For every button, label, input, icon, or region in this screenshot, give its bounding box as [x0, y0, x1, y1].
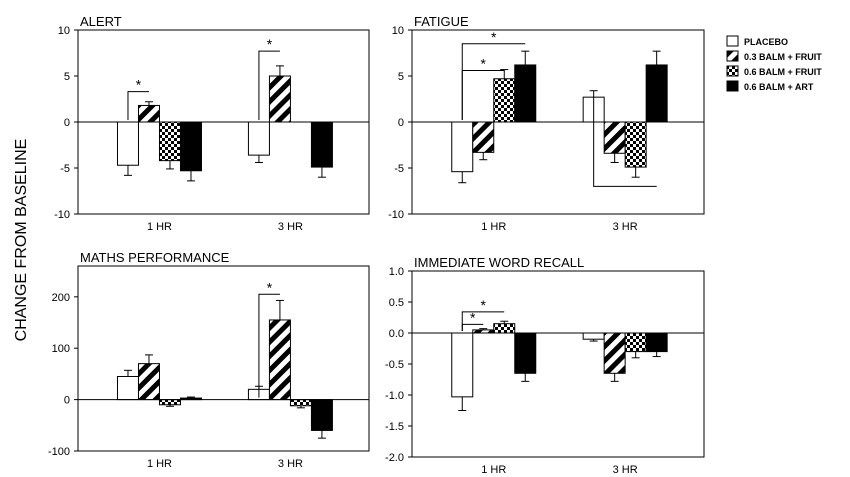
- y-axis-label: CHANGE FROM BASELINE: [13, 139, 30, 342]
- bar-1-1: [116, 121, 139, 166]
- bar-2-2: [268, 75, 291, 123]
- significance-star: *: [267, 36, 273, 52]
- x-tick-label: 1 HR: [147, 221, 172, 233]
- bar-4-2: [645, 332, 668, 353]
- legend-swatch-1: [726, 35, 739, 47]
- bar-3-1: [493, 323, 516, 334]
- y-tick-label: -0.5: [385, 359, 404, 371]
- significance-star: *: [470, 309, 476, 325]
- x-tick-label: 1 HR: [147, 458, 172, 470]
- significance-bracket: [461, 69, 505, 120]
- y-tick-label: -2.0: [385, 452, 404, 464]
- bar-2-1: [137, 104, 160, 123]
- x-tick-label: 1 HR: [481, 464, 506, 476]
- significance-bracket: [127, 91, 149, 120]
- panel-title: ALERT: [80, 14, 122, 29]
- y-tick-label: -5: [60, 163, 70, 175]
- y-tick-label: -1.0: [385, 390, 404, 402]
- legend-swatch-2: [726, 50, 739, 62]
- y-tick-label: -1.5: [385, 421, 404, 433]
- bar-3-1: [493, 78, 516, 123]
- y-tick-label: 200: [52, 292, 70, 304]
- bar-1-1: [451, 332, 474, 398]
- y-tick-label: 100: [52, 343, 70, 355]
- legend: PLACEBO 0.3 BALM + FRUIT 0.6 BALM + FRUIT 0…: [726, 35, 822, 92]
- y-tick-label: -10: [388, 209, 404, 221]
- significance-bracket: [258, 50, 280, 120]
- y-tick-label: 0: [64, 395, 70, 407]
- y-tick-label: -100: [48, 446, 70, 458]
- y-tick-label: -5: [394, 163, 404, 175]
- legend-swatch-4: [726, 80, 739, 92]
- x-tick-label: 3 HR: [278, 458, 303, 470]
- x-tick-label: 3 HR: [278, 221, 303, 233]
- x-tick-label: 3 HR: [613, 221, 638, 233]
- bar-4-1: [514, 64, 537, 123]
- y-tick-label: 5: [64, 71, 70, 83]
- y-tick-label: 0: [398, 117, 404, 129]
- y-tick-label: 0.5: [389, 297, 404, 309]
- legend-label-1: PLACEBO: [744, 37, 788, 47]
- legend-label-2: 0.3 BALM + FRUIT: [744, 52, 822, 62]
- bar-2-2: [603, 121, 626, 154]
- bar-3-2: [624, 332, 647, 353]
- y-tick-label: 10: [58, 25, 70, 37]
- y-tick-label: 1.0: [389, 266, 404, 278]
- bar-4-1: [179, 121, 202, 172]
- legend-label-4: 0.6 BALM + ART: [744, 82, 814, 92]
- chart-panel-4: IMMEDIATE WORD RECALL 1.0 0.5 0.0 -0.5 -1.0 -1…: [385, 255, 705, 476]
- bar-4-2: [310, 121, 333, 168]
- bar-3-1: [158, 121, 181, 162]
- bar-3-1: [158, 399, 181, 406]
- x-tick-label: 1 HR: [481, 221, 506, 233]
- bar-1-2: [582, 332, 605, 340]
- bar-4-1: [514, 332, 537, 374]
- y-tick-label: 0.0: [389, 328, 404, 340]
- significance-star: *: [491, 29, 497, 45]
- plot-frame: [77, 265, 370, 452]
- bar-1-1: [116, 375, 139, 401]
- significance-bracket: [593, 97, 657, 187]
- bar-4-2: [645, 64, 668, 123]
- y-tick-label: -10: [54, 209, 70, 221]
- legend-swatch-3: [726, 65, 739, 77]
- panel-title: MATHS PERFORMANCE: [80, 250, 230, 265]
- bar-3-2: [624, 121, 647, 168]
- y-tick-label: 10: [392, 25, 404, 37]
- panel-title: IMMEDIATE WORD RECALL: [414, 255, 584, 270]
- bar-2-1: [137, 363, 160, 401]
- x-tick-label: 3 HR: [613, 464, 638, 476]
- panel-title: FATIGUE: [414, 14, 469, 29]
- bar-2-1: [472, 121, 495, 153]
- bar-1-1: [451, 121, 474, 173]
- chart-panel-3: MATHS PERFORMANCE 200 100 0 -100 1 HR 3 HR *: [48, 250, 370, 470]
- bar-2-2: [603, 332, 626, 374]
- significance-star: *: [481, 297, 487, 313]
- y-tick-label: 0: [64, 117, 70, 129]
- legend-label-3: 0.6 BALM + FRUIT: [744, 67, 822, 77]
- chart-panel-2: FATIGUE 10 5 0 -5 -10 1 HR 3 HR **: [388, 14, 705, 233]
- significance-star: *: [481, 55, 487, 71]
- bar-3-2: [289, 399, 312, 407]
- significance-star: *: [267, 279, 273, 295]
- chart-panel-1: ALERT 10 5 0 -5 -10 1 HR 3 HR * *: [54, 14, 370, 233]
- bar-2-2: [268, 319, 291, 401]
- significance-bracket: [461, 323, 484, 331]
- bar-4-2: [310, 399, 333, 431]
- y-tick-label: 5: [398, 71, 404, 83]
- significance-bracket: [258, 293, 280, 398]
- significance-star: *: [136, 77, 142, 93]
- bar-1-2: [247, 121, 270, 156]
